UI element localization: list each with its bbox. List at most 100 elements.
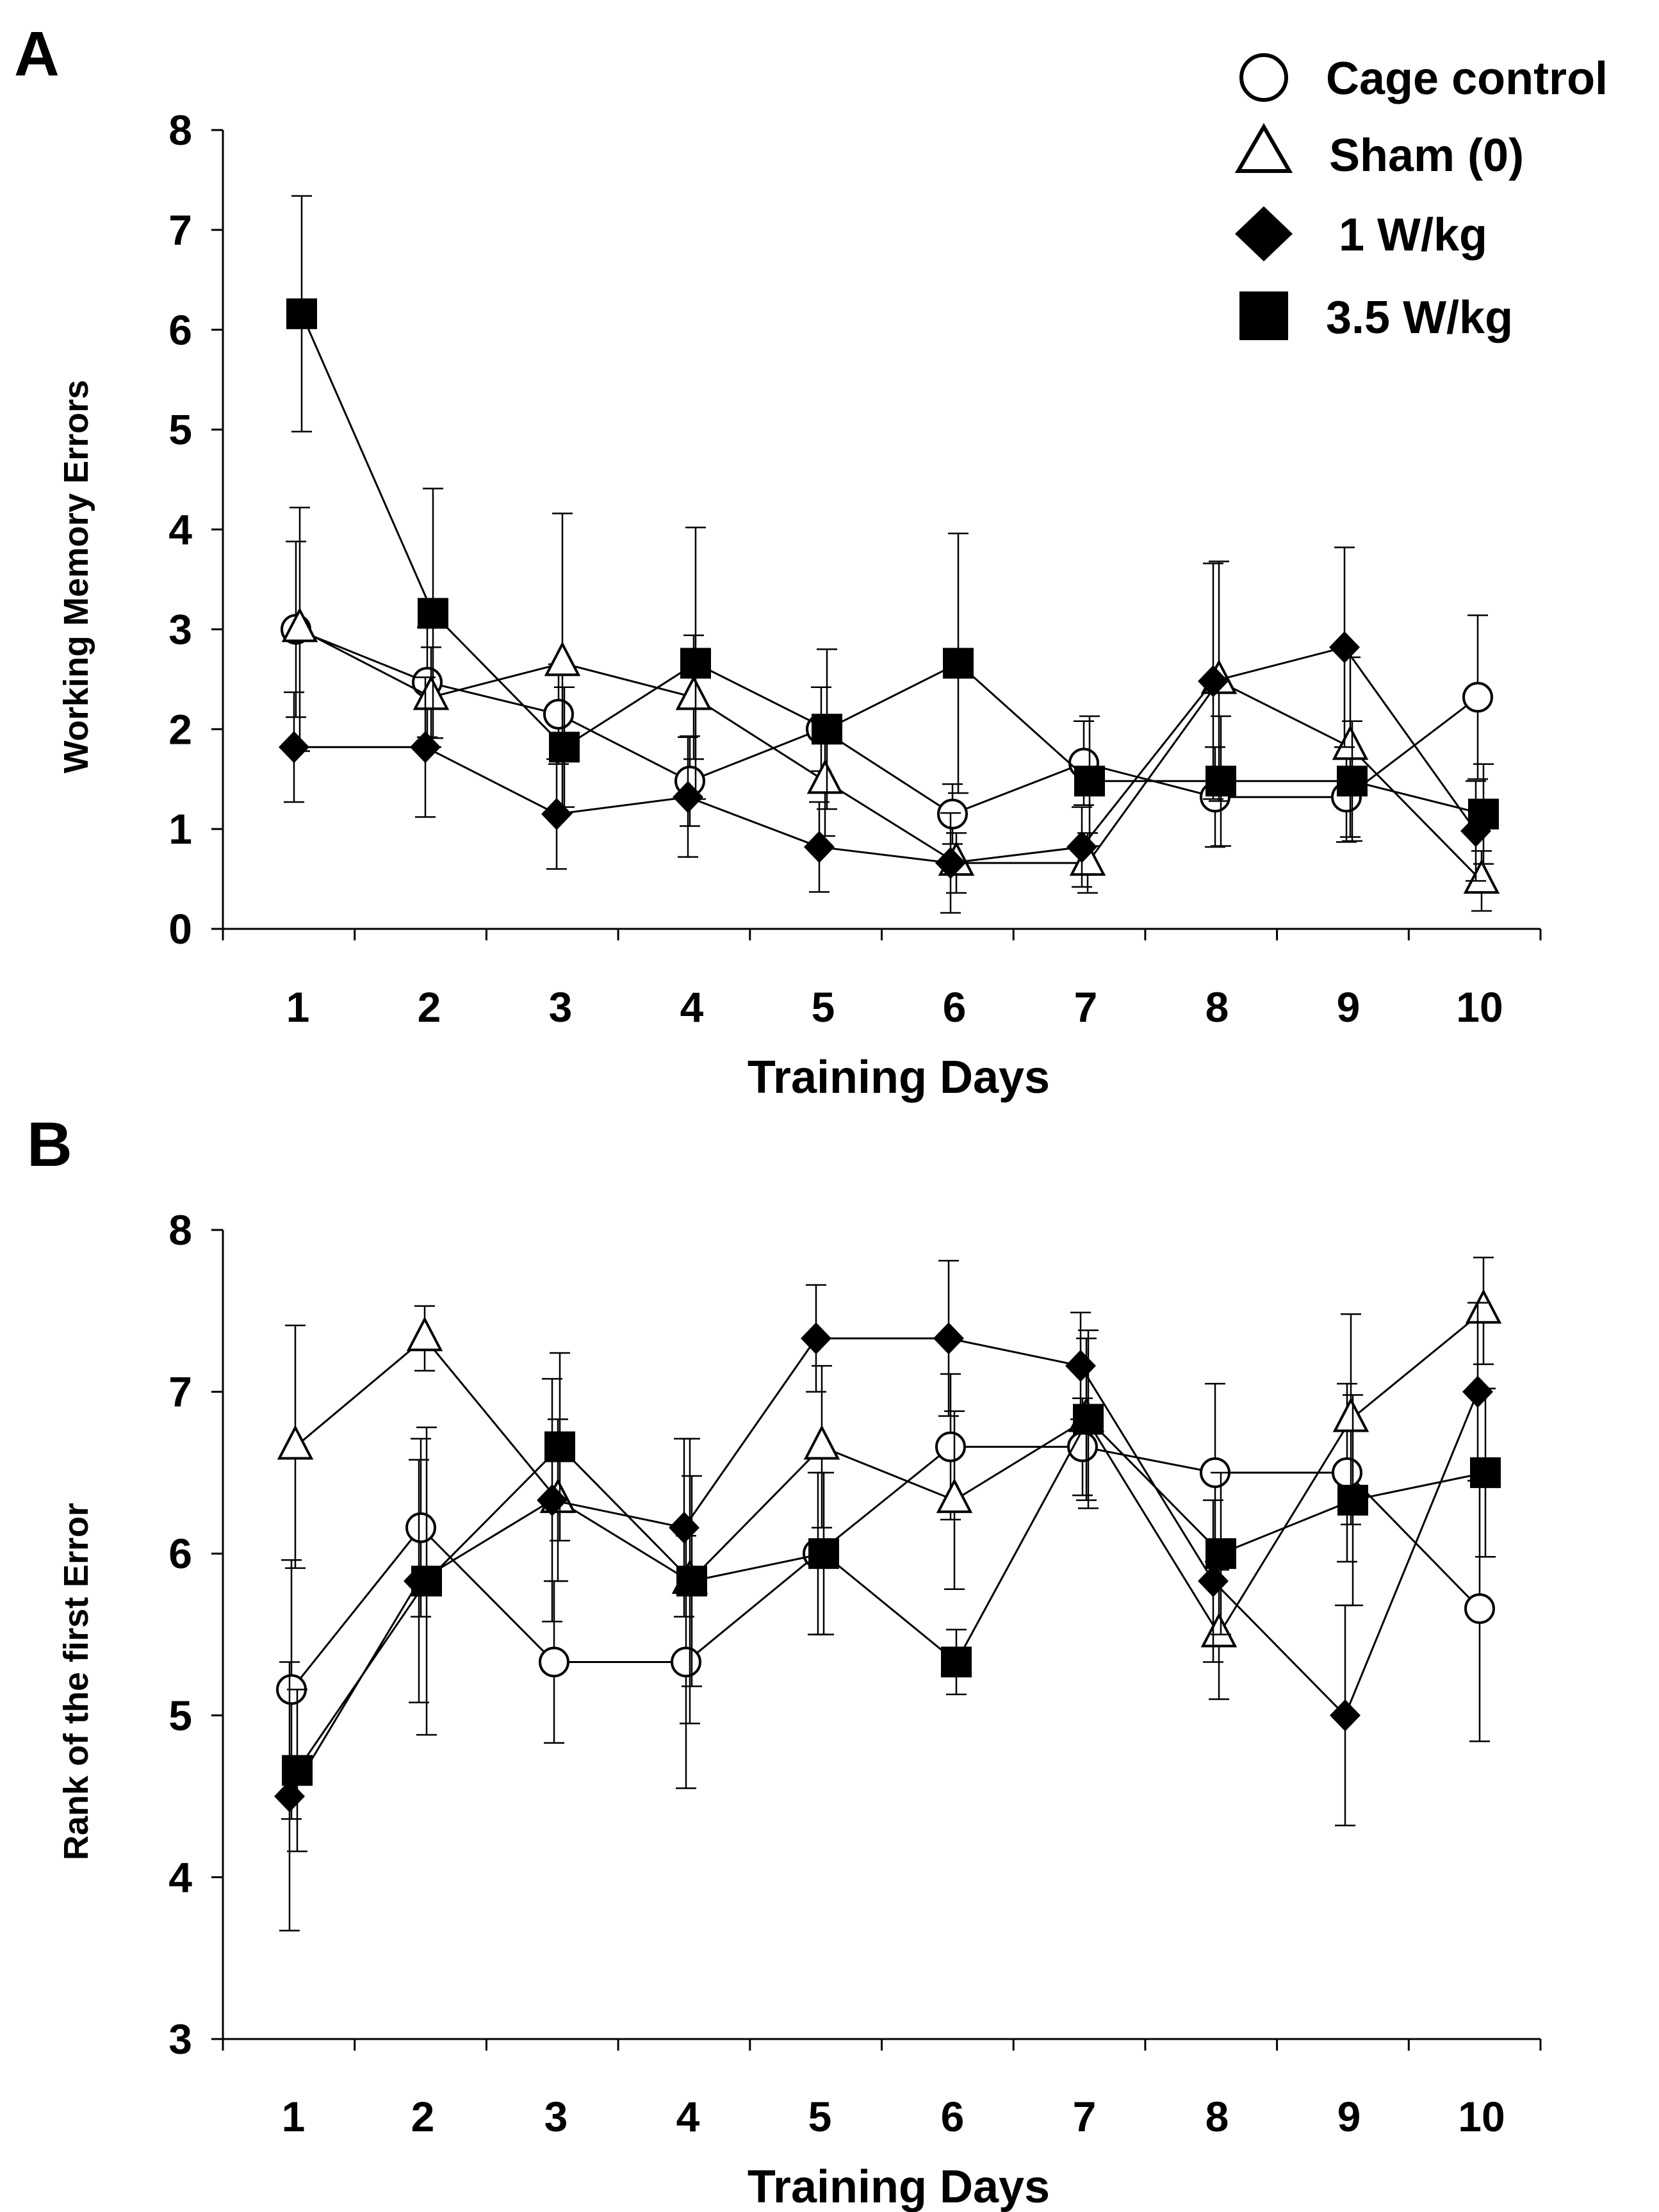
y-tick-label: 1 — [168, 805, 192, 853]
x-tick-label: 7 — [1074, 983, 1098, 1031]
data-point-diamond — [1462, 1375, 1493, 1408]
data-point-circle — [405, 1512, 436, 1543]
panel-b-y-axis-title: Rank of the first Error — [57, 1503, 95, 1860]
legend: Cage control Sham (0) 1 W/kg 3.5 W/kg — [1234, 53, 1608, 343]
x-tick-label: 9 — [1337, 983, 1361, 1031]
data-point-square — [1205, 1538, 1236, 1569]
data-point-circle — [539, 1646, 569, 1678]
data-point-diamond — [410, 731, 441, 764]
series-3-5-w-kg — [286, 195, 1499, 865]
y-tick-label: 8 — [168, 106, 192, 154]
legend-square-marker — [1239, 291, 1288, 340]
data-point-circle — [937, 798, 968, 830]
data-point-square — [812, 714, 842, 745]
series-line-3-5-w-kg — [300, 313, 1484, 815]
x-tick-label: 6 — [943, 983, 967, 1031]
data-point-diamond — [1329, 631, 1360, 664]
data-point-square — [1337, 1484, 1368, 1516]
x-tick-label: 5 — [812, 983, 835, 1031]
data-point-diamond — [669, 1511, 699, 1544]
data-point-diamond — [279, 731, 309, 764]
y-tick-label: 7 — [168, 206, 192, 254]
series-line-sham-0 — [299, 628, 1483, 882]
data-point-circle — [1462, 682, 1493, 713]
series-line-cage-control — [295, 628, 1478, 815]
data-point-triangle — [1332, 1397, 1369, 1432]
data-point-circle — [671, 1646, 701, 1678]
data-point-triangle — [406, 1316, 443, 1352]
panel-a-x-axis-title: Training Days — [748, 1052, 1050, 1103]
legend-circle-marker — [1239, 53, 1288, 102]
panel-b-letter: B — [27, 1109, 72, 1179]
legend-label-3-5-wkg: 3.5 W/kg — [1326, 292, 1513, 343]
y-tick-label: 0 — [168, 905, 192, 953]
data-point-triangle — [803, 1425, 840, 1460]
x-tick-label: 8 — [1205, 2093, 1229, 2140]
series-line-1-w-kg — [288, 1337, 1479, 1797]
data-point-triangle — [936, 1478, 973, 1513]
panel-a-y-axis-title: Working Memory Errors — [57, 380, 95, 773]
data-point-square — [1205, 766, 1236, 797]
x-tick-label: 1 — [286, 983, 310, 1031]
data-point-square — [676, 1566, 707, 1597]
data-point-diamond — [935, 847, 966, 880]
data-point-diamond — [804, 831, 835, 864]
y-tick-label: 6 — [168, 1530, 192, 1577]
data-point-square — [1470, 1457, 1501, 1488]
series-sham-0 — [277, 1256, 1502, 1725]
x-tick-label: 6 — [941, 2093, 965, 2140]
data-point-diamond — [1198, 665, 1229, 698]
x-tick-label: 2 — [411, 2093, 435, 2140]
series-cage-control — [281, 540, 1493, 848]
panel-b-x-axis-title: Training Days — [748, 2161, 1050, 2212]
data-point-triangle — [1200, 1612, 1238, 1648]
y-tick-label: 4 — [168, 506, 192, 553]
series-1-w-kg — [279, 546, 1491, 914]
data-point-circle — [1464, 1593, 1495, 1625]
data-point-square — [411, 1566, 442, 1597]
panel-a-chart: A 0 1 2 3 4 5 6 7 8 1 2 3 4 5 6 7 8 9 10 Training Days Wor… — [14, 19, 1542, 1103]
data-point-circle — [543, 698, 574, 730]
data-point-triangle — [1463, 858, 1500, 894]
data-point-square — [808, 1538, 839, 1569]
data-point-triangle — [1332, 725, 1369, 760]
y-tick-label: 3 — [168, 605, 192, 653]
y-tick-label: 6 — [168, 306, 192, 354]
legend-label-1-wkg: 1 W/kg — [1339, 209, 1487, 261]
data-point-triangle — [277, 1425, 314, 1460]
legend-triangle-marker — [1234, 123, 1293, 173]
x-tick-label: 3 — [544, 2093, 568, 2140]
x-tick-label: 5 — [808, 2093, 832, 2140]
data-point-square — [1337, 766, 1368, 797]
data-point-diamond — [801, 1322, 831, 1355]
data-point-square — [1073, 1404, 1104, 1435]
x-tick-label: 7 — [1073, 2093, 1097, 2140]
legend-item-cage-control: Cage control — [1239, 53, 1608, 104]
data-point-diamond — [1330, 1699, 1361, 1732]
data-point-square — [544, 1431, 575, 1462]
data-point-square — [418, 598, 448, 629]
y-tick-label: 7 — [168, 1368, 192, 1416]
data-point-square — [943, 648, 974, 679]
panel-a-letter: A — [14, 19, 60, 89]
series-1-w-kg — [274, 1259, 1493, 1932]
y-tick-label: 5 — [168, 406, 192, 454]
series-line-1-w-kg — [294, 646, 1477, 864]
y-tick-label: 3 — [168, 2015, 192, 2063]
data-point-diamond — [933, 1322, 964, 1355]
legend-label-cage-control: Cage control — [1326, 53, 1608, 104]
legend-item-sham: Sham (0) — [1234, 123, 1524, 181]
x-tick-label: 10 — [1458, 2093, 1505, 2140]
data-point-triangle — [806, 758, 844, 794]
data-point-square — [1468, 798, 1499, 830]
data-point-diamond — [1065, 1350, 1096, 1382]
series-sham-0 — [281, 506, 1500, 912]
data-point-square — [941, 1646, 972, 1678]
data-point-square — [1074, 766, 1105, 797]
data-point-square — [286, 298, 317, 329]
series-line-cage-control — [290, 1445, 1481, 1691]
data-point-square — [282, 1755, 313, 1786]
y-tick-label: 2 — [168, 705, 192, 753]
data-point-triangle — [413, 675, 450, 710]
